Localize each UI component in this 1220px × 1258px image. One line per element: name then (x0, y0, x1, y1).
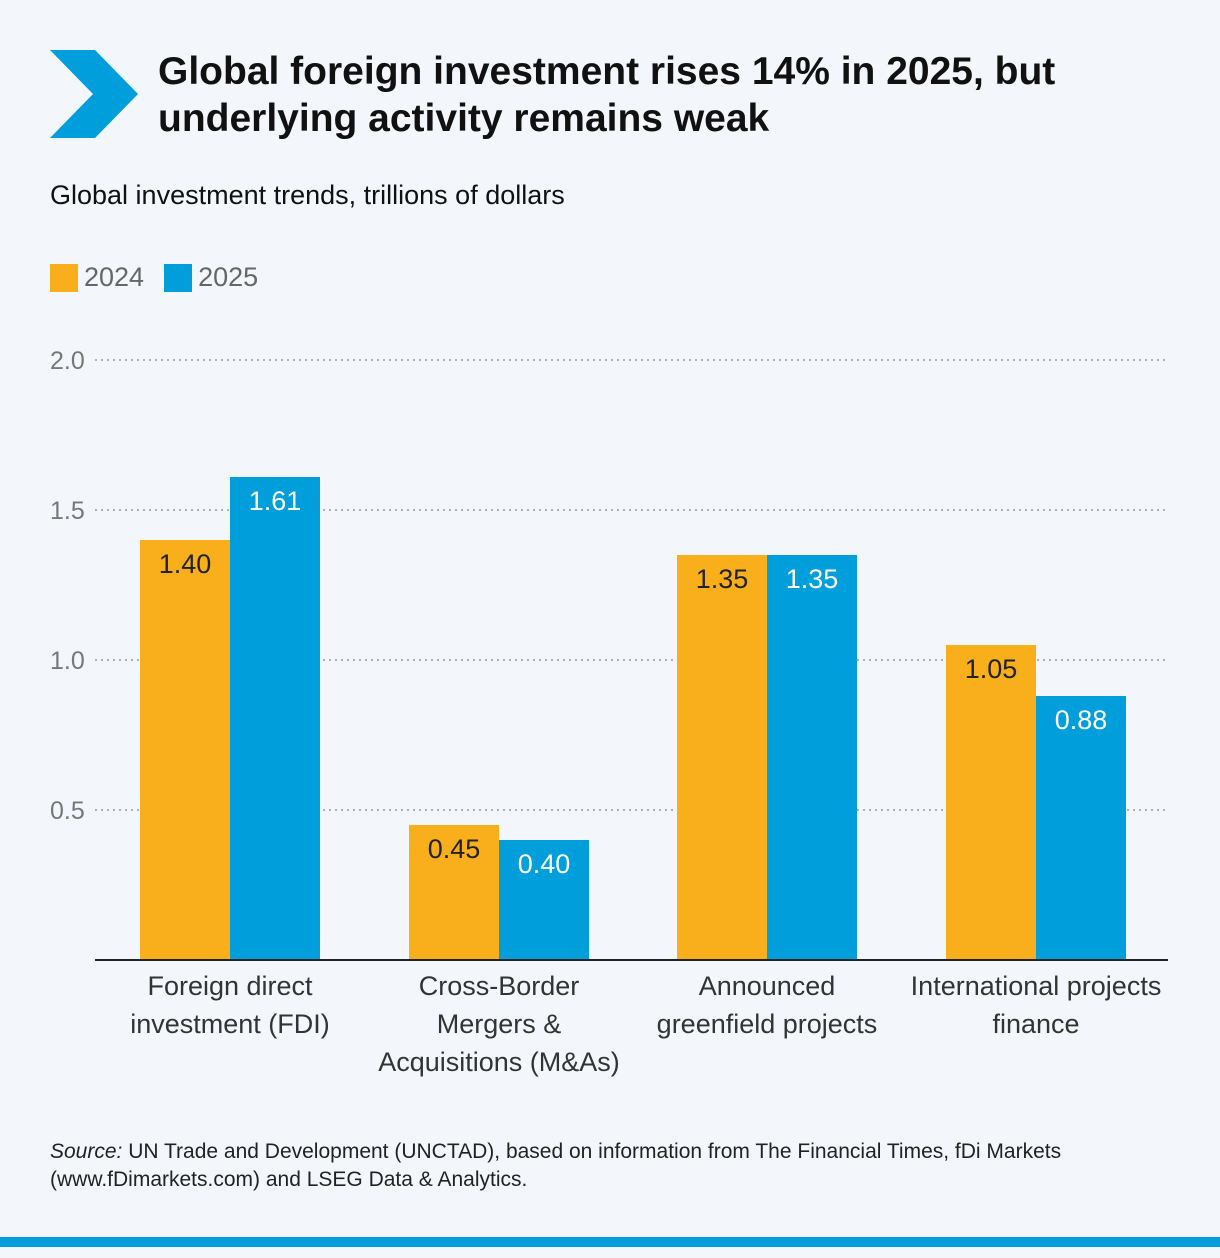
x-category-label: finance (992, 1009, 1079, 1039)
chart-subtitle: Global investment trends, trillions of d… (50, 180, 565, 210)
x-category-label: Cross-Border (419, 971, 580, 1001)
data-label: 1.35 (786, 564, 839, 594)
y-tick-label: 2.0 (50, 347, 85, 375)
legend: 2024 2025 (50, 262, 278, 293)
bar-2024 (409, 825, 499, 960)
data-label: 1.35 (696, 564, 749, 594)
chevron-logo-icon (50, 50, 138, 138)
bar-2025 (499, 840, 589, 960)
y-tick-label: 0.5 (50, 797, 85, 825)
data-label: 0.45 (428, 834, 481, 864)
data-label: 1.05 (965, 654, 1018, 684)
x-category-label: Foreign direct (147, 971, 313, 1001)
bottom-stripe (0, 1237, 1220, 1247)
bar-2024 (677, 555, 767, 960)
data-label: 0.88 (1055, 705, 1108, 735)
x-category-label: International projects (911, 971, 1162, 1001)
x-category-label: Mergers & (437, 1009, 562, 1039)
source-text: UN Trade and Development (UNCTAD), based… (50, 1140, 1062, 1191)
data-label: 0.40 (518, 849, 571, 879)
source-note: Source: UN Trade and Development (UNCTAD… (50, 1138, 1180, 1194)
x-category-label: Acquisitions (M&As) (378, 1047, 620, 1077)
data-label: 1.61 (249, 486, 302, 516)
bar-2025 (767, 555, 857, 960)
x-category-label: investment (FDI) (130, 1009, 330, 1039)
y-tick-label: 1.5 (50, 497, 85, 525)
data-label: 1.40 (159, 549, 212, 579)
x-category-label: greenfield projects (657, 1009, 878, 1039)
legend-swatch-2025 (164, 263, 193, 292)
bar-2025 (1036, 696, 1126, 960)
y-tick-label: 1.0 (50, 647, 85, 675)
x-category-label: Announced (699, 971, 836, 1001)
legend-label-2024: 2024 (84, 262, 145, 292)
bar-2024 (140, 540, 230, 960)
bar-chart: 0.5 1.0 1.5 2.0 1.40 0.45 1.35 1.05 1.61 0.40 1.35… (50, 347, 1168, 1077)
legend-label-2025: 2025 (198, 262, 259, 292)
page-title: Global foreign investment rises 14% in 2… (158, 50, 1056, 140)
source-label: Source: (50, 1140, 123, 1163)
bar-2025 (230, 477, 320, 960)
bar-2024 (946, 645, 1036, 960)
legend-swatch-2024 (50, 263, 78, 292)
